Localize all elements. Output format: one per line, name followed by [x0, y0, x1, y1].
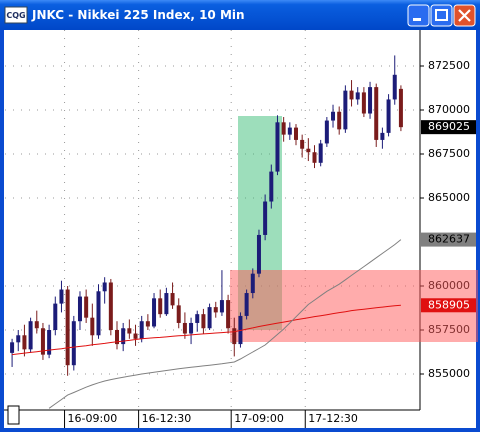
candle-body	[59, 289, 64, 304]
candle-body	[53, 303, 58, 331]
candle-body	[115, 330, 120, 345]
candle-body	[386, 99, 391, 133]
candle-body	[139, 321, 144, 339]
candle-body	[127, 328, 132, 334]
x-tick-label: 16-12:30	[142, 412, 192, 425]
y-tick-label: 872500	[428, 59, 470, 72]
candle-body	[189, 322, 194, 334]
candle-body	[176, 305, 181, 323]
price-flag-label: 869025	[428, 120, 470, 133]
candle-body	[324, 120, 329, 144]
price-flag	[421, 120, 476, 135]
candle-body	[256, 234, 261, 274]
candle-body	[158, 298, 163, 315]
candle-body	[90, 317, 95, 336]
candle-body	[355, 92, 360, 100]
candle-body	[269, 171, 274, 202]
candle-body	[398, 88, 403, 128]
candle-body	[34, 321, 39, 329]
y-tick-label: 865000	[428, 191, 470, 204]
candle-body	[145, 321, 150, 327]
title-bar	[0, 0, 480, 30]
candle-body	[232, 328, 237, 345]
candle-body	[293, 127, 298, 140]
candle-body	[16, 335, 21, 343]
candle-body	[244, 293, 249, 316]
window-title: JNKC - Nikkei 225 Index, 10 Min	[31, 8, 245, 22]
candle-body	[77, 296, 82, 322]
candle-body	[275, 122, 280, 172]
x-tick-label: 17-09:00	[234, 412, 284, 425]
candle-body	[349, 90, 354, 100]
candle-body	[47, 330, 52, 355]
candle-body	[312, 152, 317, 163]
candle-body	[121, 328, 126, 345]
moving-average	[12, 304, 401, 356]
candle-body	[108, 282, 113, 331]
candle-body	[361, 92, 366, 114]
candle-body	[281, 122, 286, 135]
x-tick-label: 17-12:30	[308, 412, 358, 425]
candle-body	[250, 273, 255, 294]
candle-body	[337, 111, 342, 130]
close-icon	[458, 9, 471, 22]
candle-body	[182, 322, 187, 334]
maximize-button[interactable]	[430, 4, 453, 27]
candle-body	[368, 87, 373, 114]
app-icon-text: CQG	[6, 11, 25, 20]
candle-body	[380, 132, 385, 140]
candle-body	[306, 148, 311, 153]
y-tick-label: 870000	[428, 103, 470, 116]
candle-body	[40, 328, 45, 355]
moving-average	[48, 239, 402, 409]
candle-body	[96, 291, 101, 336]
candle-body	[201, 314, 206, 329]
x-tick-label: 16-09:00	[68, 412, 118, 425]
candle-body	[164, 293, 169, 315]
candle-body	[226, 300, 231, 329]
candle-body	[331, 111, 336, 121]
price-flag-label: 862637	[428, 233, 470, 246]
maximize-icon	[435, 9, 448, 21]
candle-body	[65, 289, 70, 366]
candle-body	[219, 300, 224, 313]
candle-body	[28, 321, 33, 350]
candle-body	[374, 87, 379, 140]
candle-body	[10, 342, 15, 353]
candle-body	[318, 143, 323, 163]
candle-body	[207, 307, 212, 329]
candle-body	[263, 201, 268, 235]
minimize-icon	[413, 18, 421, 21]
candle-body	[71, 321, 76, 366]
candle-body	[102, 282, 107, 292]
candle-body	[133, 333, 138, 339]
price-flag	[421, 232, 476, 247]
price-flag	[421, 298, 476, 313]
candle-body	[195, 314, 200, 323]
candle-body	[300, 139, 305, 149]
y-tick-label: 855000	[428, 367, 470, 380]
app-icon	[4, 6, 28, 24]
candle-body	[287, 127, 292, 135]
candle-body	[343, 90, 348, 130]
candle-body	[152, 298, 157, 327]
price-flag-label: 858905	[428, 298, 470, 311]
scroll-box[interactable]	[7, 405, 20, 425]
candle-body	[170, 293, 175, 306]
candle-body	[392, 74, 397, 100]
candle-body	[22, 335, 27, 350]
candle-body	[213, 307, 218, 313]
minimize-button[interactable]	[407, 4, 430, 27]
candle-body	[84, 296, 89, 318]
y-tick-label: 867500	[428, 147, 470, 160]
